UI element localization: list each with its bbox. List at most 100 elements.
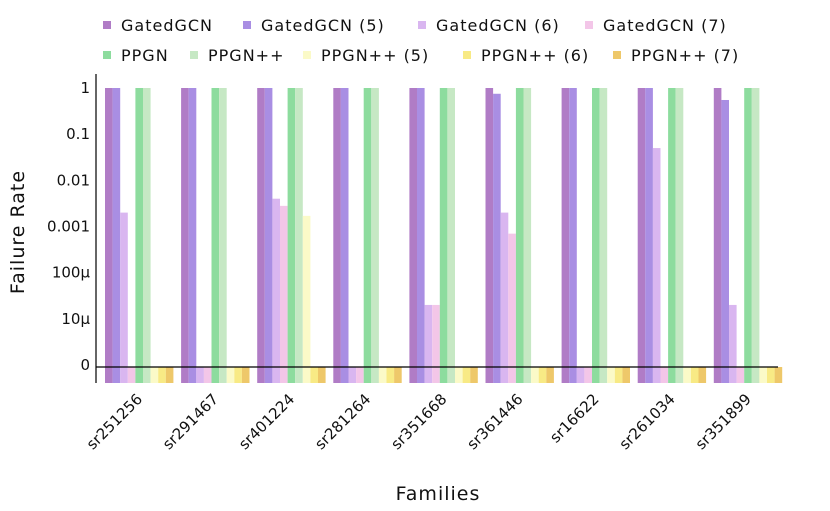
x-tick-label-sr281264: sr281264 bbox=[311, 390, 374, 453]
bar-gatedgcn-6-sr291467 bbox=[196, 367, 204, 383]
bar-ppgnplusplus-6-sr361446 bbox=[538, 367, 547, 383]
bar-gatedgcn-7-sr351668 bbox=[432, 304, 440, 383]
legend-label-gatedgcn-7: GatedGCN (7) bbox=[603, 16, 727, 35]
legend-label-gatedgcn-5: GatedGCN (5) bbox=[261, 16, 385, 35]
y-tick-label-0-1: 0.1 bbox=[66, 125, 90, 143]
bar-gatedgcn-6-sr251256 bbox=[120, 212, 128, 383]
legend-item-gatedgcn-7: GatedGCN (7) bbox=[585, 16, 727, 35]
bar-ppgnplusplus-5-sr401224 bbox=[302, 215, 311, 383]
bar-gatedgcn-5-sr261034 bbox=[645, 88, 653, 383]
bar-gatedgcn-6-sr16622 bbox=[576, 367, 585, 383]
legend-label-ppgnplusplus: PPGN++ bbox=[208, 46, 284, 65]
bar-ppgn-sr351899 bbox=[744, 88, 752, 383]
bar-gatedgcn-6-sr351899 bbox=[729, 304, 737, 383]
bar-ppgn-sr261034 bbox=[668, 88, 676, 383]
bar-ppgnplusplus-7-sr16622 bbox=[622, 367, 630, 383]
y-tick-label-0: 0 bbox=[80, 356, 90, 374]
bar-ppgnplusplus-6-sr351668 bbox=[462, 367, 471, 383]
bar-group-sr401224 bbox=[257, 88, 326, 383]
legend-swatch-gatedgcn-5 bbox=[243, 21, 251, 29]
bar-gatedgcn-6-sr361446 bbox=[500, 212, 509, 383]
bar-group-sr251256 bbox=[105, 88, 174, 383]
legend-item-ppgnplusplus-7: PPGN++ (7) bbox=[613, 46, 739, 65]
bar-gatedgcn-7-sr401224 bbox=[280, 205, 288, 383]
legend-item-gatedgcn: GatedGCN bbox=[103, 16, 213, 35]
legend-item-ppgn: PPGN bbox=[103, 46, 169, 65]
bar-group-sr351899 bbox=[713, 88, 783, 384]
bar-ppgnplusplus-6-sr16622 bbox=[614, 367, 623, 383]
bar-gatedgcn-5-sr281264 bbox=[340, 88, 349, 383]
bar-ppgnplusplus-7-sr401224 bbox=[318, 367, 326, 383]
bar-ppgnplusplus-sr401224 bbox=[295, 88, 303, 383]
bar-gatedgcn-5-sr401224 bbox=[264, 88, 273, 383]
bar-gatedgcn-7-sr351899 bbox=[736, 367, 745, 383]
bar-group-sr281264 bbox=[333, 88, 402, 383]
legend-swatch-gatedgcn-7 bbox=[585, 21, 593, 29]
legend-swatch-ppgnplusplus-6 bbox=[463, 51, 471, 59]
bar-gatedgcn-6-sr261034 bbox=[652, 148, 661, 383]
legend-item-ppgnplusplus-6: PPGN++ (6) bbox=[463, 46, 589, 65]
legend-label-ppgnplusplus-6: PPGN++ (6) bbox=[481, 46, 589, 65]
y-tick-label-0-001: 0.001 bbox=[47, 218, 90, 236]
x-tick-label-sr251256: sr251256 bbox=[83, 390, 146, 453]
bar-gatedgcn-7-sr291467 bbox=[203, 367, 212, 383]
y-tick-label-0-01: 0.01 bbox=[57, 171, 90, 189]
x-tick-label-sr16622: sr16622 bbox=[546, 390, 602, 446]
bar-ppgn-sr251256 bbox=[135, 88, 143, 383]
legend-label-ppgnplusplus-7: PPGN++ (7) bbox=[631, 46, 739, 65]
bar-group-sr291467 bbox=[181, 88, 250, 383]
bar-ppgnplusplus-5-sr281264 bbox=[378, 367, 387, 383]
bar-ppgn-sr401224 bbox=[287, 88, 296, 383]
bar-gatedgcn-5-sr16622 bbox=[569, 88, 577, 383]
bar-gatedgcn-sr251256 bbox=[105, 88, 113, 383]
bar-ppgnplusplus-5-sr291467 bbox=[226, 367, 235, 383]
bar-ppgnplusplus-sr16622 bbox=[599, 88, 608, 383]
y-tick-label-1: 1 bbox=[80, 79, 90, 97]
bar-ppgnplusplus-6-sr401224 bbox=[310, 367, 318, 383]
bar-gatedgcn-6-sr351668 bbox=[424, 304, 433, 383]
legend-item-ppgnplusplus: PPGN++ bbox=[190, 46, 284, 65]
x-tick-label-sr291467: sr291467 bbox=[159, 390, 222, 453]
bar-gatedgcn-7-sr16622 bbox=[584, 367, 592, 383]
bar-ppgn-sr291467 bbox=[211, 88, 220, 383]
bar-ppgnplusplus-5-sr16622 bbox=[607, 367, 615, 383]
bar-ppgnplusplus-sr351668 bbox=[447, 88, 455, 383]
x-tick-label-sr261034: sr261034 bbox=[616, 390, 679, 453]
bar-ppgnplusplus-5-sr351899 bbox=[759, 367, 767, 383]
bar-gatedgcn-6-sr401224 bbox=[272, 198, 280, 383]
legend-item-gatedgcn-6: GatedGCN (6) bbox=[418, 16, 559, 35]
bar-ppgnplusplus-7-sr281264 bbox=[394, 367, 402, 383]
legend-label-ppgnplusplus-5: PPGN++ (5) bbox=[321, 46, 429, 65]
y-axis-title: Failure Rate bbox=[7, 170, 29, 294]
x-axis-title: Families bbox=[396, 483, 481, 505]
bar-ppgnplusplus-5-sr261034 bbox=[683, 367, 691, 383]
bar-ppgnplusplus-6-sr281264 bbox=[386, 367, 395, 383]
bar-gatedgcn-sr361446 bbox=[485, 88, 494, 383]
bar-gatedgcn-sr16622 bbox=[561, 88, 570, 383]
bar-ppgnplusplus-7-sr261034 bbox=[698, 367, 707, 383]
bar-ppgnplusplus-5-sr351668 bbox=[455, 367, 463, 383]
legend-swatch-ppgnplusplus-5 bbox=[303, 51, 311, 59]
bar-gatedgcn-7-sr361446 bbox=[508, 233, 516, 383]
bars bbox=[105, 88, 783, 384]
legend-label-gatedgcn: GatedGCN bbox=[121, 16, 213, 35]
bar-group-sr16622 bbox=[561, 88, 630, 383]
bar-ppgnplusplus-7-sr351899 bbox=[774, 367, 783, 383]
bar-gatedgcn-6-sr281264 bbox=[348, 367, 357, 383]
bar-gatedgcn-5-sr361446 bbox=[493, 93, 501, 384]
bar-ppgnplusplus-sr291467 bbox=[219, 88, 227, 383]
bar-ppgnplusplus-sr281264 bbox=[371, 88, 379, 383]
bar-gatedgcn-7-sr251256 bbox=[127, 367, 136, 383]
x-tick-label-sr351899: sr351899 bbox=[692, 390, 755, 453]
bar-gatedgcn-sr291467 bbox=[181, 88, 189, 383]
bar-ppgnplusplus-6-sr261034 bbox=[690, 367, 699, 383]
bar-gatedgcn-sr351668 bbox=[409, 88, 417, 383]
bar-gatedgcn-5-sr351668 bbox=[417, 88, 425, 383]
bar-ppgnplusplus-7-sr251256 bbox=[165, 367, 174, 383]
bar-ppgnplusplus-7-sr361446 bbox=[546, 367, 554, 383]
legend-label-ppgn: PPGN bbox=[121, 46, 169, 65]
x-tick-label-sr401224: sr401224 bbox=[235, 390, 298, 453]
bar-ppgnplusplus-6-sr251256 bbox=[158, 367, 166, 383]
legend-swatch-ppgnplusplus bbox=[190, 51, 198, 59]
bar-ppgnplusplus-sr361446 bbox=[523, 88, 532, 383]
